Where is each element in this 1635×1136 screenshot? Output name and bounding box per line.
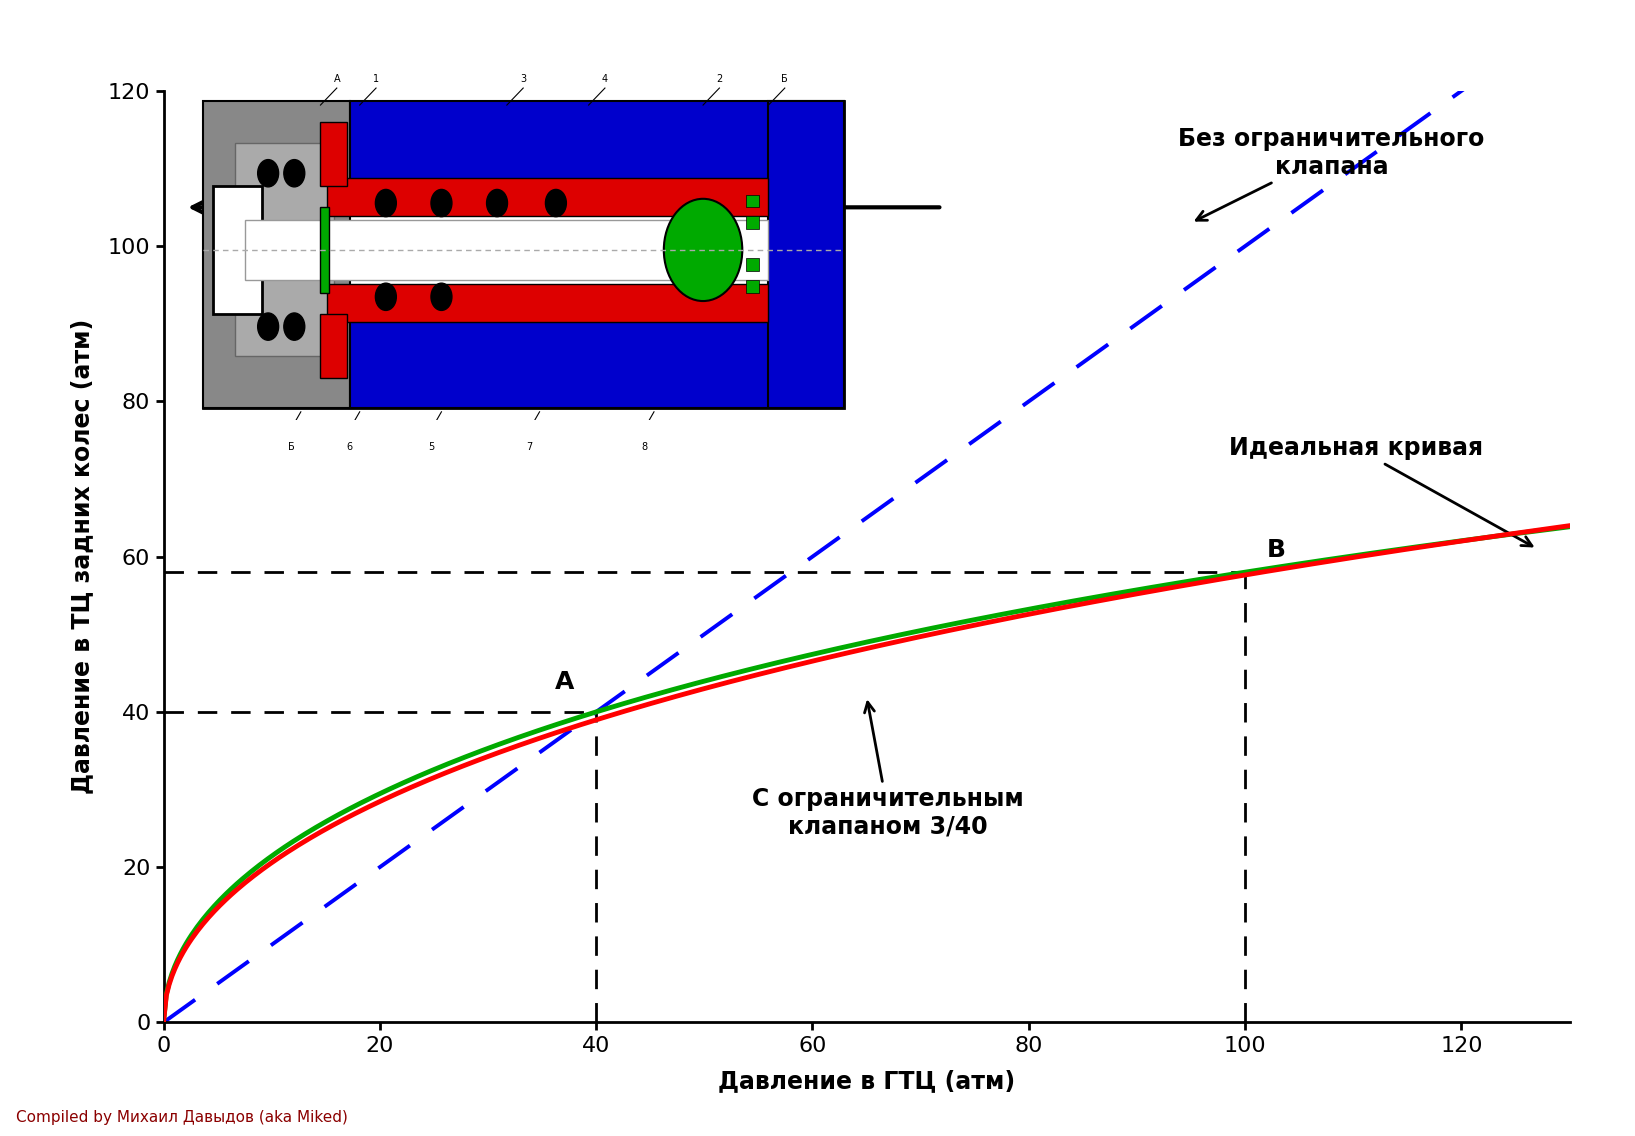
Bar bbox=[746, 259, 759, 272]
Circle shape bbox=[284, 160, 304, 186]
Text: A: A bbox=[556, 669, 574, 694]
Circle shape bbox=[487, 190, 507, 217]
Text: 4: 4 bbox=[602, 74, 608, 84]
Text: 5: 5 bbox=[428, 442, 435, 452]
Bar bbox=[320, 207, 329, 292]
Circle shape bbox=[376, 283, 396, 310]
Text: Б: Б bbox=[782, 74, 788, 84]
Bar bbox=[320, 122, 347, 186]
Bar bbox=[768, 101, 844, 408]
Bar bbox=[746, 279, 759, 292]
Circle shape bbox=[258, 314, 278, 341]
Bar bbox=[350, 323, 844, 408]
Text: 2: 2 bbox=[716, 74, 723, 84]
Bar bbox=[746, 194, 759, 207]
Bar bbox=[350, 101, 844, 186]
Text: 3: 3 bbox=[520, 74, 526, 84]
Circle shape bbox=[546, 190, 566, 217]
X-axis label: Давление в ГТЦ (атм): Давление в ГТЦ (атм) bbox=[718, 1069, 1015, 1094]
Text: Идеальная кривая: Идеальная кривая bbox=[1230, 436, 1532, 546]
Bar bbox=[245, 220, 768, 279]
Circle shape bbox=[284, 314, 304, 341]
Bar bbox=[746, 216, 759, 228]
Circle shape bbox=[432, 190, 451, 217]
Bar bbox=[320, 314, 347, 377]
Circle shape bbox=[432, 283, 451, 310]
Text: 7: 7 bbox=[526, 442, 533, 452]
Text: Без ограничительного
клапана: Без ограничительного клапана bbox=[1179, 127, 1485, 220]
Circle shape bbox=[376, 190, 396, 217]
Text: Compiled by Михаил Давыдов (aka Miked): Compiled by Михаил Давыдов (aka Miked) bbox=[16, 1110, 348, 1125]
Circle shape bbox=[664, 199, 742, 301]
Text: 8: 8 bbox=[641, 442, 647, 452]
Text: А: А bbox=[334, 74, 340, 84]
Text: С ограничительным
клапаном 3/40: С ограничительным клапаном 3/40 bbox=[752, 702, 1024, 838]
Text: 1: 1 bbox=[373, 74, 379, 84]
Bar bbox=[235, 143, 334, 357]
Bar bbox=[327, 177, 768, 216]
Circle shape bbox=[258, 160, 278, 186]
Bar bbox=[327, 284, 768, 323]
Y-axis label: Давление в ТЦ задних колес (атм): Давление в ТЦ задних колес (атм) bbox=[70, 319, 93, 794]
Text: B: B bbox=[1267, 537, 1285, 561]
Text: 6: 6 bbox=[347, 442, 353, 452]
Bar bbox=[203, 101, 350, 408]
Bar bbox=[213, 186, 262, 314]
Text: Б: Б bbox=[288, 442, 294, 452]
